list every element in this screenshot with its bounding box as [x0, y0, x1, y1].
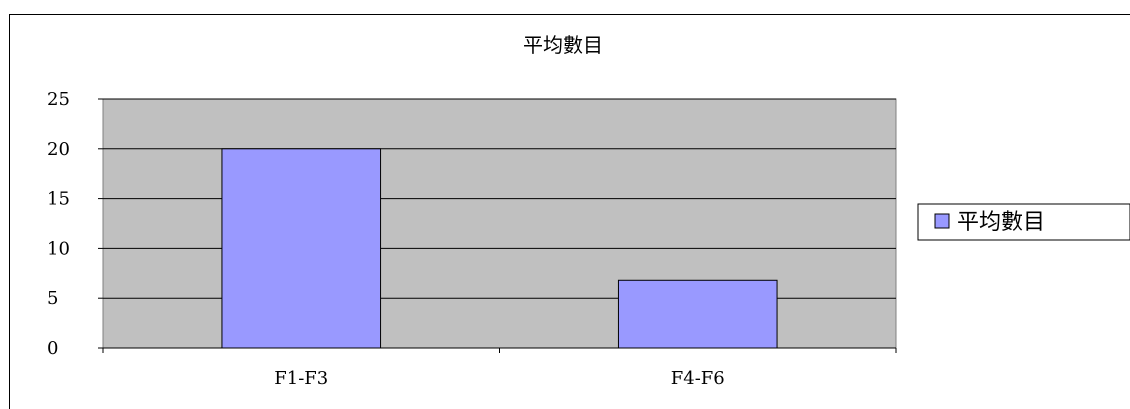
legend-label: 平均數目 [957, 210, 1045, 235]
legend-swatch [934, 213, 950, 229]
legend: 平均數目 [917, 203, 1130, 241]
x-tick-label: F1-F3 [274, 368, 328, 389]
y-tick-label: 25 [47, 89, 70, 110]
y-tick-label: 5 [47, 288, 58, 309]
y-tick-label: 20 [47, 139, 70, 160]
x-axis-ticks: F1-F3 F4-F6 [102, 348, 897, 389]
chart-frame [9, 14, 1130, 409]
x-tick-label: F4-F6 [671, 368, 725, 389]
y-tick-label: 10 [47, 238, 70, 259]
bars [221, 148, 778, 349]
bar-F4-F6 [617, 279, 778, 349]
bar-F1-F3 [221, 148, 382, 349]
chart-title: 平均數目 [523, 33, 603, 57]
y-tick-label: 15 [47, 189, 70, 210]
y-tick-label: 0 [47, 338, 58, 359]
y-axis-ticks: 0 5 10 15 20 25 [47, 89, 103, 359]
legend-box [917, 203, 1130, 241]
